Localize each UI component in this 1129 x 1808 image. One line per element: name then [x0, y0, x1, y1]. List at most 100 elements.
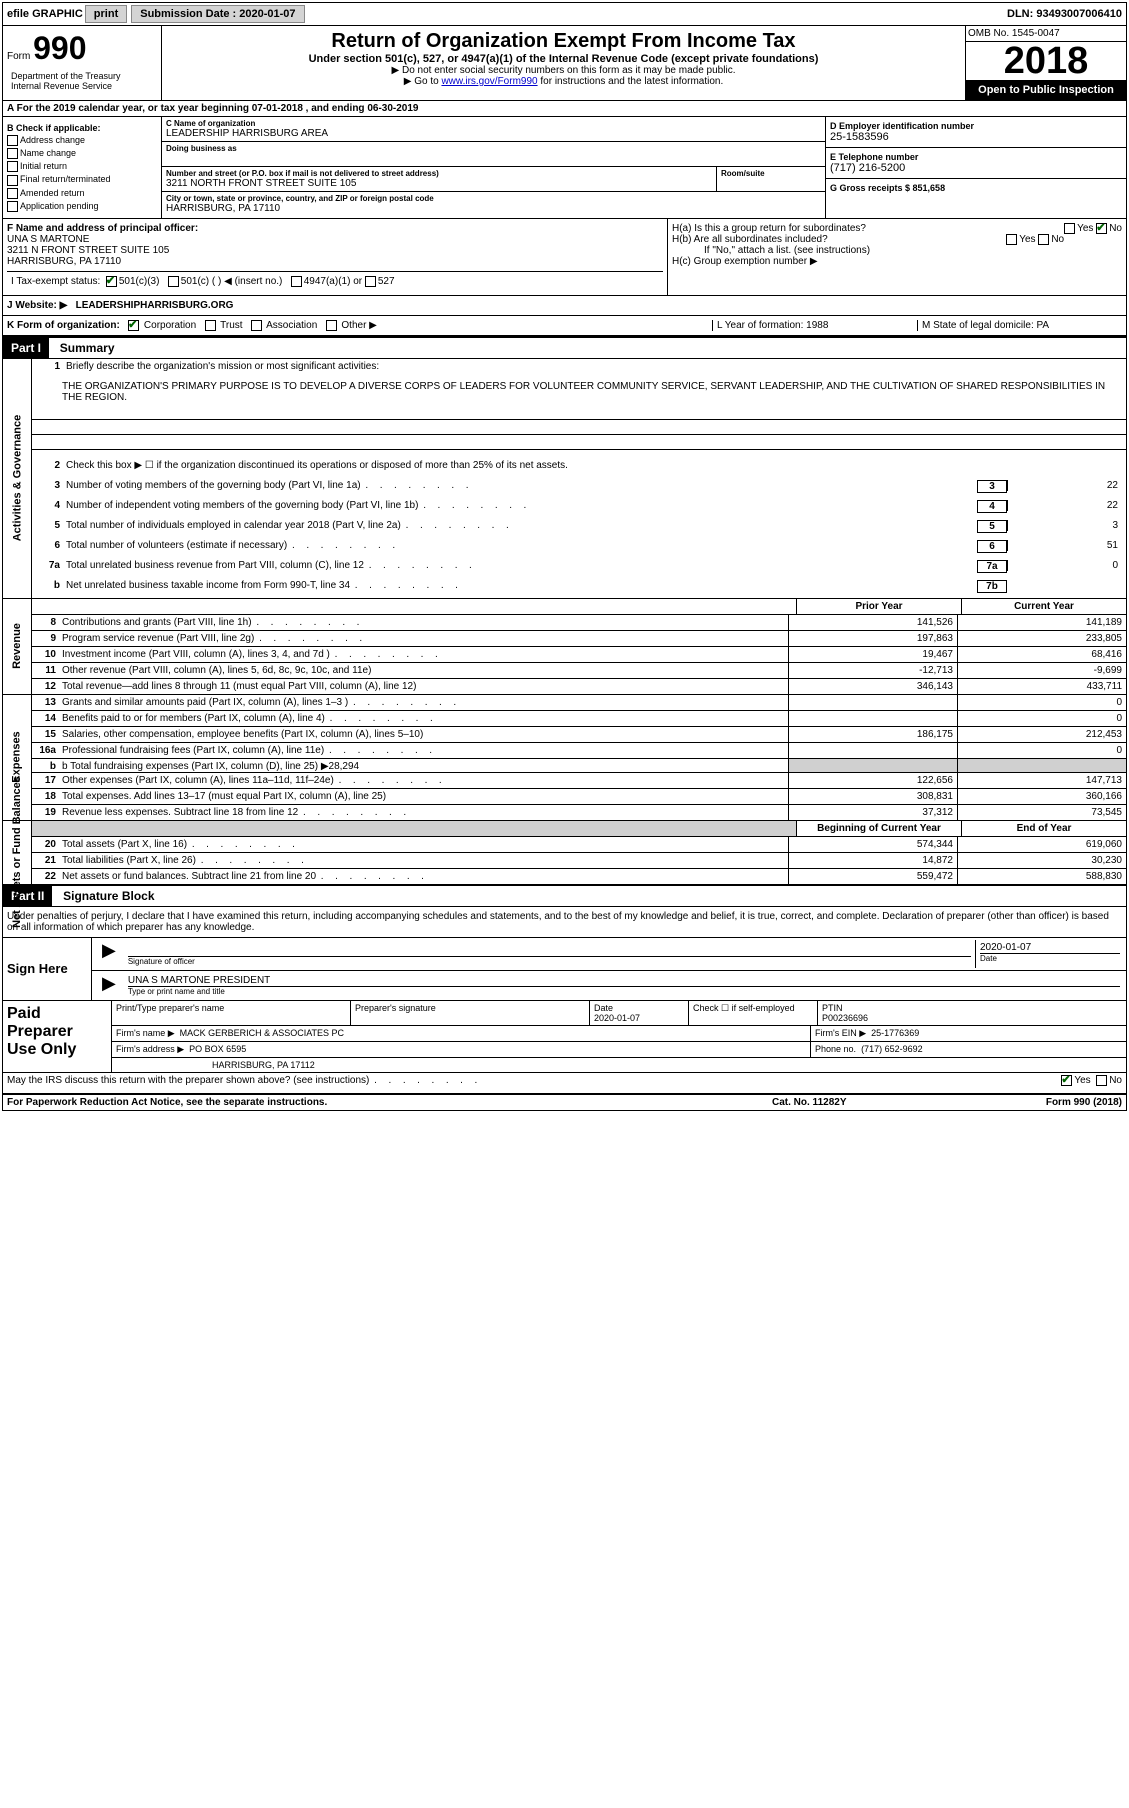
address-column: C Name of organization LEADERSHIP HARRIS… [162, 117, 825, 218]
footer-paperwork: For Paperwork Reduction Act Notice, see … [7, 1097, 772, 1108]
checkbox-address-change[interactable] [7, 135, 18, 146]
checkbox-name-change[interactable] [7, 148, 18, 159]
sign-date-value: 2020-01-07 [980, 942, 1120, 953]
firm-name-row: Firm's name ▶ MACK GERBERICH & ASSOCIATE… [112, 1026, 811, 1041]
year-cell: OMB No. 1545-0047 2018 Open to Public In… [965, 26, 1126, 100]
mission-rule-2 [32, 420, 1126, 435]
website-value: LEADERSHIPHARRISBURG.ORG [76, 300, 234, 311]
line4-text: Number of independent voting members of … [66, 500, 977, 511]
officer-addr2: HARRISBURG, PA 17110 [7, 256, 663, 267]
public-inspection-label: Open to Public Inspection [966, 80, 1126, 100]
checkbox-discuss-no[interactable] [1096, 1075, 1107, 1086]
sign-arrow-icon: ▶ [94, 940, 124, 968]
prep-ptin: PTIN P00236696 [818, 1001, 1126, 1025]
checkbox-527[interactable] [365, 276, 376, 287]
instruction-2-pre: ▶ Go to [404, 76, 442, 87]
sign-arrow-icon-2: ▶ [94, 973, 124, 998]
line6-text: Total number of volunteers (estimate if … [66, 540, 977, 551]
org-name-box: C Name of organization LEADERSHIP HARRIS… [162, 117, 825, 142]
tax-exempt-row: I Tax-exempt status: 501(c)(3) 501(c) ( … [7, 272, 663, 291]
checkbox-final-return[interactable] [7, 175, 18, 186]
check-if-applicable: B Check if applicable: Address change Na… [3, 117, 162, 218]
checkbox-501c3[interactable] [106, 276, 117, 287]
mission-rule-3 [32, 435, 1126, 450]
part1-badge: Part I [3, 338, 49, 358]
entity-section: B Check if applicable: Address change Na… [3, 117, 1126, 219]
part2-title: Signature Block [63, 889, 154, 903]
tax-exempt-label: I Tax-exempt status: [11, 276, 100, 287]
checkbox-initial-return[interactable] [7, 161, 18, 172]
line5-val: 3 [1007, 520, 1122, 531]
checkbox-trust[interactable] [205, 320, 216, 331]
checkbox-hb-yes[interactable] [1006, 234, 1017, 245]
formation-row: K Form of organization: Corporation Trus… [3, 316, 1126, 336]
form-number: 990 [33, 30, 86, 66]
col-hdr-prior: Prior Year [796, 599, 961, 614]
paid-preparer-label: Paid Preparer Use Only [3, 1001, 112, 1072]
checkbox-501c[interactable] [168, 276, 179, 287]
checkbox-ha-yes[interactable] [1064, 223, 1075, 234]
sig-of-officer-label: Signature of officer [128, 956, 971, 966]
phone-box: E Telephone number (717) 216-5200 [826, 148, 1126, 179]
dept-treasury-label: Department of the Treasury Internal Reve… [7, 67, 157, 95]
expenses-section: Expenses 13Grants and similar amounts pa… [3, 695, 1126, 821]
firm-phone-row: Phone no. (717) 652-9692 [811, 1042, 1126, 1057]
checkbox-4947a1[interactable] [291, 276, 302, 287]
print-button[interactable]: print [85, 5, 127, 23]
netassets-section: Net Assets or Fund Balances Beginning of… [3, 821, 1126, 884]
gross-receipts: G Gross receipts $ 851,658 [830, 183, 1122, 193]
footer-row: For Paperwork Reduction Act Notice, see … [3, 1094, 1126, 1110]
checkbox-ha-no[interactable] [1096, 223, 1107, 234]
street-value: 3211 NORTH FRONT STREET SUITE 105 [166, 178, 712, 189]
checkbox-other[interactable] [326, 320, 337, 331]
checkbox-discuss-yes[interactable] [1061, 1075, 1072, 1086]
part2-header-row: Part II Signature Block [3, 884, 1126, 907]
mission-rule-1 [32, 405, 1126, 420]
hc-group-exemption: H(c) Group exemption number ▶ [672, 256, 1122, 267]
prep-print-label: Print/Type preparer's name [112, 1001, 351, 1025]
form-prefix: Form [7, 51, 30, 62]
checkbox-application-pending[interactable] [7, 201, 18, 212]
dba-box: Doing business as [162, 142, 825, 167]
submission-date-label: Submission Date : 2020-01-07 [131, 5, 304, 23]
city-box: City or town, state or province, country… [162, 192, 825, 216]
prep-check-self: Check ☐ if self-employed [689, 1001, 818, 1025]
right-info-column: D Employer identification number 25-1583… [825, 117, 1126, 218]
line3-text: Number of voting members of the governin… [66, 480, 977, 491]
line7a-val: 0 [1007, 560, 1122, 571]
line1-label: Briefly describe the organization's miss… [66, 361, 1122, 372]
website-label: J Website: ▶ [7, 300, 67, 311]
part1-title: Summary [60, 341, 115, 355]
col-hdr-current: Current Year [961, 599, 1126, 614]
sign-here-label: Sign Here [3, 938, 92, 1000]
officer-row: F Name and address of principal officer:… [3, 219, 1126, 296]
ein-value: 25-1583596 [830, 131, 1122, 143]
line5-text: Total number of individuals employed in … [66, 520, 977, 531]
main-title: Return of Organization Exempt From Incom… [166, 30, 961, 53]
line7a-text: Total unrelated business revenue from Pa… [66, 560, 977, 571]
side-label-activities: Activities & Governance [3, 359, 32, 598]
footer-formnum: Form 990 (2018) [972, 1097, 1122, 1108]
irs-link[interactable]: www.irs.gov/Form990 [441, 76, 537, 87]
line4-val: 22 [1007, 500, 1122, 511]
side-label-revenue: Revenue [3, 599, 32, 694]
type-print-label: Type or print name and title [128, 986, 1120, 996]
checkbox-amended-return[interactable] [7, 188, 18, 199]
checkbox-corporation[interactable] [128, 320, 139, 331]
line3-val: 22 [1007, 480, 1122, 491]
firm-name-value: MACK GERBERICH & ASSOCIATES PC [180, 1028, 344, 1038]
line6-val: 51 [1007, 540, 1122, 551]
firm-addr-row: Firm's address ▶ PO BOX 6595 [112, 1042, 811, 1057]
col-hdr-begin: Beginning of Current Year [796, 821, 961, 836]
part1-header-row: Part I Summary [3, 336, 1126, 359]
side-label-netassets: Net Assets or Fund Balances [3, 821, 32, 884]
org-name: LEADERSHIP HARRISBURG AREA [166, 128, 821, 139]
line16b-val: 28,294 [329, 761, 360, 772]
website-row: J Website: ▶ LEADERSHIPHARRISBURG.ORG [3, 296, 1126, 316]
topbar: efile GRAPHIC print Submission Date : 20… [3, 3, 1126, 26]
revenue-section: Revenue Prior Year Current Year 8Contrib… [3, 599, 1126, 695]
state-domicile: M State of legal domicile: PA [917, 320, 1122, 331]
checkbox-association[interactable] [251, 320, 262, 331]
firm-ein-row: Firm's EIN ▶ 25-1776369 [811, 1026, 1126, 1041]
checkbox-hb-no[interactable] [1038, 234, 1049, 245]
